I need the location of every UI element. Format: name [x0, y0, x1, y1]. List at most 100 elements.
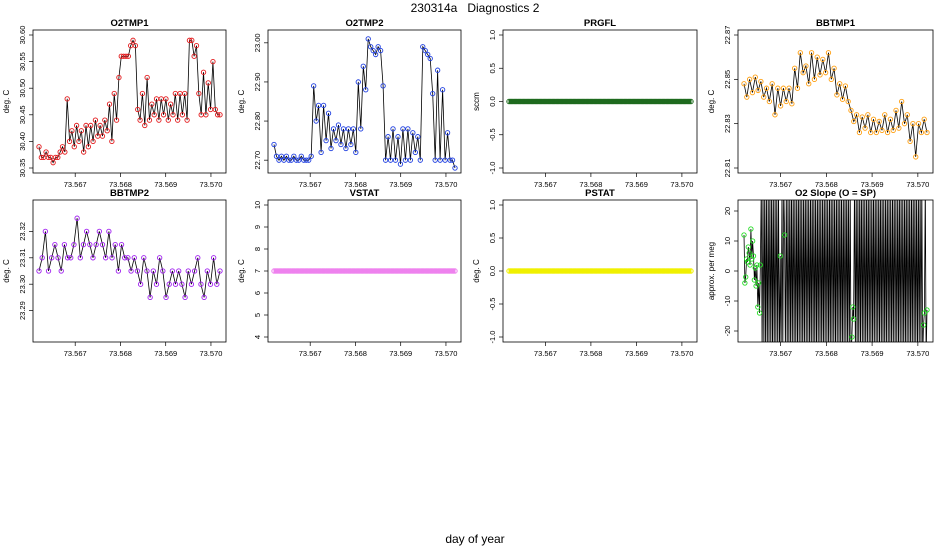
data-point [800, 70, 806, 76]
y-tick-label: 30.35 [18, 159, 27, 178]
data-point [83, 228, 90, 235]
data-point [405, 126, 411, 132]
data-point [907, 138, 913, 145]
data-point [850, 304, 856, 310]
data-point [883, 179, 887, 183]
data-point [893, 107, 899, 114]
data-point [805, 179, 809, 183]
y-tick-label: -1.0 [488, 331, 497, 344]
data-point [109, 255, 115, 261]
data-point [156, 117, 162, 123]
data-point [781, 232, 788, 238]
x-tick-label: 73.568 [344, 180, 367, 189]
plot-frame [267, 29, 462, 174]
data-series-bbtmp2 [36, 215, 223, 301]
data-point [862, 125, 868, 131]
plot-frame [32, 199, 227, 343]
data-point [777, 253, 783, 259]
page-title: 230314a Diagnostics 2 [410, 1, 540, 15]
data-point [271, 141, 277, 148]
data-point [363, 87, 369, 93]
panel-prgfl: PRGFL sccm 73.567 73.568 73.569 73.570 -1.0 -0.… [472, 18, 698, 189]
data-point [343, 145, 349, 152]
data-point [800, 359, 804, 363]
data-point [308, 153, 314, 159]
data-point [779, 359, 783, 363]
data-point [789, 101, 795, 107]
data-point [387, 157, 394, 163]
data-point [802, 359, 806, 363]
data-point [288, 157, 295, 163]
y-tick-label: 23.29 [18, 301, 27, 320]
data-point [741, 81, 747, 87]
data-point [803, 63, 809, 69]
data-point [439, 87, 446, 93]
data-series-bbtmp1 [741, 50, 930, 160]
data-point [810, 179, 814, 183]
data-point [76, 138, 82, 145]
data-point [858, 359, 862, 363]
x-tick-label: 73.570 [199, 349, 222, 358]
data-series-o2-slope-o-sp [741, 179, 930, 363]
data-point [901, 121, 908, 127]
data-point [193, 42, 200, 49]
x-tick-label: 73.570 [434, 180, 457, 189]
data-point [845, 179, 849, 183]
data-point [837, 81, 843, 87]
data-point [169, 268, 176, 274]
y-tick-label: 23.31 [18, 248, 27, 267]
data-point [71, 144, 77, 150]
series-line [38, 39, 220, 164]
data-point [306, 157, 312, 163]
y-tick-label: 30.50 [18, 79, 27, 98]
data-point [881, 359, 885, 363]
data-point [146, 117, 153, 123]
y-axis-label: approx. per meg [707, 242, 716, 300]
data-point [798, 179, 802, 183]
data-point [69, 128, 75, 134]
data-point [883, 359, 887, 363]
data-point [753, 283, 759, 289]
data-point [752, 74, 758, 80]
data-point [78, 128, 84, 134]
data-point [744, 94, 750, 100]
data-point [273, 153, 280, 159]
data-point [200, 69, 207, 75]
data-point [918, 129, 925, 136]
data-point [828, 76, 834, 82]
data-point [841, 179, 845, 183]
data-point [45, 154, 52, 161]
data-point [777, 359, 781, 363]
data-point [106, 101, 113, 107]
plot-frame [32, 29, 227, 174]
y-tick-label: -20 [723, 326, 732, 337]
data-point [900, 359, 904, 363]
data-point [839, 179, 843, 183]
data-point [38, 154, 45, 161]
data-point [801, 179, 805, 183]
data-point [90, 255, 96, 261]
data-point [92, 117, 99, 123]
data-point [807, 179, 811, 183]
data-point [80, 241, 87, 248]
x-tick-label: 73.570 [434, 349, 457, 358]
data-point [318, 149, 324, 156]
data-point [873, 129, 879, 136]
data-point [915, 121, 922, 127]
data-point [417, 157, 423, 163]
data-point [198, 281, 204, 287]
data-point [103, 255, 109, 261]
data-point [750, 253, 757, 259]
data-point [112, 241, 118, 248]
data-point [395, 134, 401, 140]
data-point [217, 112, 223, 118]
panel-o2tmp1: O2TMP1 deg. C 73.567 73.568 73.569 73.570 30.3… [2, 18, 227, 189]
data-point [831, 65, 837, 71]
data-point [832, 359, 836, 363]
data-point [876, 118, 882, 125]
data-point [137, 281, 144, 287]
data-point [820, 56, 826, 63]
x-tick-label: 73.569 [154, 180, 177, 189]
data-point [814, 54, 820, 60]
